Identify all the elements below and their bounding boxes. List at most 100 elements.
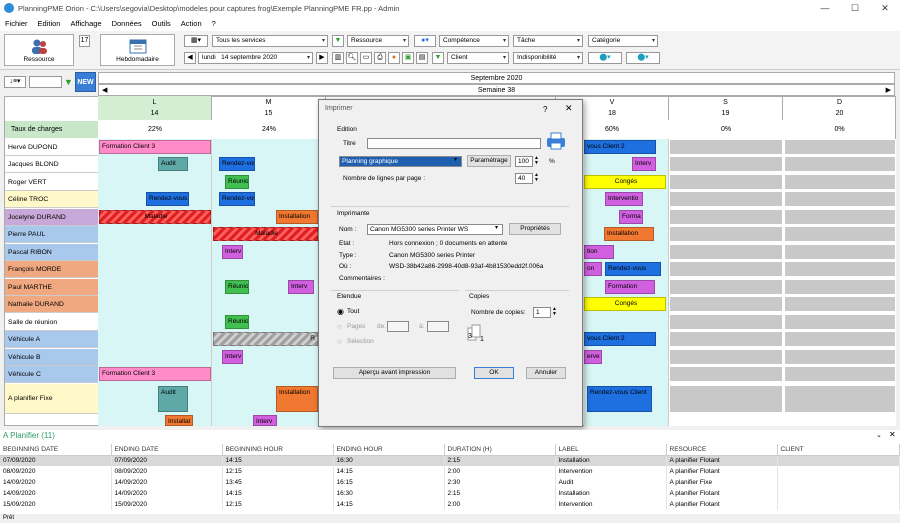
prev-date-button[interactable]: ◀ bbox=[184, 52, 196, 64]
task-bar[interactable]: Interv bbox=[632, 157, 656, 171]
view-icon[interactable]: ▥ bbox=[332, 52, 344, 64]
panel-collapse-icon[interactable]: ⌄ bbox=[876, 432, 882, 439]
task-bar[interactable]: Installat bbox=[165, 415, 193, 426]
resource-row-label[interactable]: Paul MARTHE bbox=[5, 279, 98, 296]
grid-filter-icon[interactable]: ▦▾ bbox=[184, 35, 208, 47]
dialog-help-icon[interactable]: ? bbox=[543, 105, 548, 114]
tache-select[interactable]: Tâche bbox=[513, 35, 583, 47]
planning-dropdown-icon[interactable]: ▾ bbox=[454, 157, 458, 163]
resource-row-label[interactable]: Céline TROC bbox=[5, 191, 98, 208]
task-bar[interactable]: Installation bbox=[276, 210, 318, 224]
search-filter-icon[interactable]: ▼ bbox=[64, 77, 73, 87]
page-icon[interactable]: ▭ bbox=[360, 52, 372, 64]
task-bar[interactable]: Forma bbox=[619, 210, 643, 224]
task-bar[interactable]: Formation Client 3 bbox=[99, 367, 211, 381]
task-bar[interactable]: Congés bbox=[584, 175, 666, 189]
day-header[interactable]: L 14 bbox=[98, 96, 212, 120]
resource-search-input[interactable] bbox=[29, 76, 62, 88]
resource-row-label[interactable]: Nathalie DURAND bbox=[5, 296, 98, 313]
day-header[interactable]: M 15 bbox=[212, 96, 326, 120]
week-number[interactable]: 17 bbox=[79, 35, 90, 47]
week-next-icon[interactable]: ▶ bbox=[885, 87, 891, 94]
copies-spinner-icon[interactable]: ▲ ▼ bbox=[552, 306, 557, 317]
client-select[interactable]: Client bbox=[447, 52, 509, 64]
titre-input[interactable] bbox=[367, 138, 541, 149]
resource-row-label[interactable]: Hervé DUPOND bbox=[5, 139, 98, 156]
task-bar[interactable]: Interv bbox=[253, 415, 277, 426]
task-bar[interactable]: Rendez-vous bbox=[219, 192, 255, 206]
client-filter-icon[interactable]: ▼ bbox=[432, 52, 444, 64]
column-header[interactable]: CLIENT bbox=[777, 444, 900, 456]
task-bar[interactable]: erve bbox=[584, 350, 602, 364]
next-date-button[interactable]: ▶ bbox=[316, 52, 328, 64]
services-select[interactable]: Tous les services bbox=[212, 35, 328, 47]
sort-icon[interactable]: ↓≡▾ bbox=[4, 76, 26, 88]
menu-edition[interactable]: Edition bbox=[37, 19, 61, 28]
task-bar[interactable]: on bbox=[584, 262, 602, 276]
resource-view-button[interactable]: Ressource bbox=[4, 34, 74, 66]
task-bar[interactable]: tion bbox=[584, 245, 614, 259]
task-bar[interactable]: Congés bbox=[584, 297, 666, 311]
toggle-a-icon[interactable]: ⬤▾ bbox=[588, 52, 622, 64]
resource-row-label[interactable]: François MORDE bbox=[5, 261, 98, 278]
tout-radio[interactable]: ◉ bbox=[337, 307, 344, 316]
lines-spinner-icon[interactable]: ▲ ▼ bbox=[534, 172, 539, 183]
menu-fichier[interactable]: Fichier bbox=[5, 19, 28, 28]
task-bar[interactable]: R bbox=[213, 332, 318, 346]
table-row[interactable]: 15/09/2020 15/09/2020 12:15 14:15 2:00 Interv… bbox=[0, 499, 900, 510]
task-bar[interactable]: vous Client 2 bbox=[584, 332, 656, 346]
resource-row-label[interactable]: Salle de réunion bbox=[5, 314, 98, 331]
resource-row-label[interactable]: Jocelyne DURAND bbox=[5, 209, 98, 226]
proprietes-button[interactable]: Propriétés bbox=[509, 223, 561, 235]
printer-select[interactable]: Canon MG5300 series Printer WS bbox=[367, 224, 503, 235]
page-from-input[interactable] bbox=[387, 321, 409, 332]
annuler-button[interactable]: Annuler bbox=[526, 367, 566, 379]
task-bar[interactable]: Audit bbox=[158, 386, 188, 412]
lines-input[interactable]: 40 bbox=[515, 173, 533, 184]
task-bar[interactable]: Installation bbox=[604, 227, 654, 241]
resource-row-label[interactable]: Jacques BLOND bbox=[5, 156, 98, 173]
parametrage-button[interactable]: Paramétrage bbox=[467, 155, 511, 167]
copies-input[interactable]: 1 bbox=[533, 307, 551, 318]
pages-radio[interactable]: ○ bbox=[337, 322, 342, 331]
minimize-icon[interactable]: — bbox=[820, 3, 830, 13]
task-bar[interactable]: Rendez-vous bbox=[605, 262, 661, 276]
printer-dropdown-icon[interactable]: ▾ bbox=[495, 225, 499, 231]
task-bar[interactable]: Interv bbox=[288, 280, 314, 294]
resource-filter-select[interactable]: Ressource bbox=[347, 35, 409, 47]
day-header[interactable]: D 20 bbox=[783, 96, 896, 120]
task-bar[interactable]: Réunio bbox=[225, 280, 249, 294]
print-icon[interactable]: ⎙ bbox=[374, 52, 386, 64]
table-row[interactable]: 07/09/2020 07/09/2020 14:15 16:30 2:15 Instal… bbox=[0, 455, 900, 466]
menu-action[interactable]: Action bbox=[180, 19, 202, 28]
selection-radio[interactable]: ○ bbox=[337, 337, 342, 346]
dialog-close-icon[interactable]: ✕ bbox=[565, 103, 573, 113]
resource-row-label[interactable]: Pascal RIBON bbox=[5, 244, 98, 261]
menu-donnees[interactable]: Données bbox=[111, 19, 142, 28]
task-bar[interactable]: Interventio bbox=[605, 192, 643, 206]
apercu-button[interactable]: Aperçu avant impression bbox=[333, 367, 456, 379]
column-header[interactable]: DURATION (H) bbox=[444, 444, 556, 456]
task-bar[interactable]: Maladie bbox=[99, 210, 211, 224]
task-bar[interactable]: Installation bbox=[276, 386, 318, 412]
column-header[interactable]: ENDING DATE bbox=[111, 444, 223, 456]
table-row[interactable]: 14/09/2020 14/09/2020 14:15 16:30 2:15 Instal… bbox=[0, 488, 900, 499]
zoom-spinner-icon[interactable]: ▲ ▼ bbox=[534, 155, 539, 166]
resource-row-label[interactable]: Véhicule C bbox=[5, 366, 98, 383]
task-bar[interactable]: Rendez-vous Client bbox=[587, 386, 652, 412]
column-header[interactable]: BEGINNING DATE bbox=[0, 444, 112, 456]
resource-row-label[interactable]: Véhicule A bbox=[5, 331, 98, 348]
task-bar[interactable]: Interv bbox=[222, 245, 243, 259]
column-header[interactable]: ENDING HOUR bbox=[333, 444, 445, 456]
column-header[interactable]: BEGINNING HOUR bbox=[222, 444, 334, 456]
new-task-button[interactable]: NEW bbox=[75, 72, 96, 92]
task-bar[interactable]: vous Client 2 bbox=[584, 140, 656, 154]
day-header[interactable]: S 19 bbox=[669, 96, 783, 120]
close-icon[interactable]: ✕ bbox=[881, 3, 889, 13]
resource-row-label[interactable]: A planifier Fixe bbox=[5, 384, 98, 414]
task-bar[interactable]: Audit bbox=[158, 157, 188, 171]
weekly-view-button[interactable]: Hebdomadaire bbox=[100, 34, 175, 66]
resource-row-label[interactable]: Pierre PAUL bbox=[5, 226, 98, 243]
day-column[interactable] bbox=[98, 139, 212, 426]
zoom-input[interactable]: 100 bbox=[515, 156, 533, 167]
